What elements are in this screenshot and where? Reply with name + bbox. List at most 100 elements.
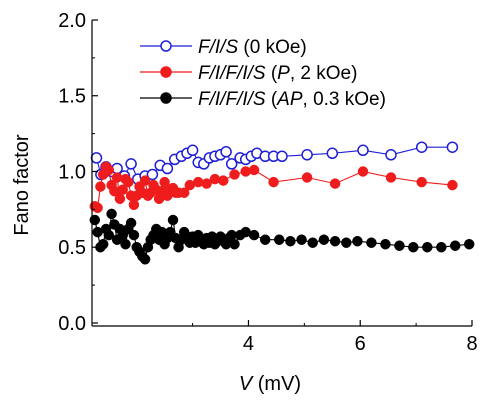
data-point [259, 234, 271, 245]
legend-marker [160, 40, 172, 52]
data-point [449, 240, 461, 251]
data-point [416, 176, 427, 188]
legend-label-config: AP [276, 89, 303, 110]
data-point [218, 175, 229, 186]
data-point [307, 237, 318, 248]
data-point [178, 187, 190, 198]
axis-labels: V (mV) Fano factor [11, 134, 301, 395]
legend-label-field: , 2 kOe) [290, 63, 358, 84]
legend-entry-0: F/I/S (0 kOe) [140, 37, 307, 58]
legend-label-config: P [277, 63, 290, 84]
data-point [220, 146, 232, 158]
data-point [296, 234, 307, 245]
data-point [357, 144, 369, 157]
data-point [97, 238, 109, 250]
y-tick-label: 0.0 [58, 313, 86, 335]
data-point [394, 240, 405, 251]
y-tick-label: 2.0 [58, 10, 86, 32]
data-point [139, 175, 151, 186]
data-point [106, 208, 117, 220]
data-point [92, 202, 103, 214]
data-point [201, 178, 212, 189]
legend-entry-2: F/I/F/I/S (AP, 0.3 kOe) [140, 89, 386, 110]
data-point [329, 178, 341, 189]
data-point [415, 141, 428, 153]
data-point [123, 176, 134, 188]
data-point [268, 176, 279, 188]
data-point [90, 152, 103, 164]
data-point [186, 144, 199, 157]
y-tick-label: 1.0 [58, 161, 86, 183]
data-point [103, 164, 115, 176]
axes: 0.0 0.5 1.0 1.5 2.0 4 6 8 [58, 10, 477, 355]
data-point [128, 199, 140, 211]
legend-label: F/I/S (0 kOe) [198, 37, 307, 58]
data-point [422, 241, 433, 253]
series-2 [89, 208, 475, 265]
data-point [366, 237, 377, 248]
legend-label: F/I/F/I/S (AP, 0.3 kOe) [198, 89, 386, 110]
legend-marker [160, 92, 172, 104]
data-point [225, 158, 238, 170]
data-point [161, 162, 174, 175]
x-axis-label: V (mV) [239, 373, 301, 395]
data-point [276, 150, 288, 163]
x-axis-label-symbol: V [239, 373, 254, 395]
data-point [329, 235, 341, 247]
data-point [285, 235, 296, 247]
data-point [318, 234, 330, 245]
data-point [125, 158, 137, 170]
plot-area [89, 141, 475, 265]
data-point [447, 179, 458, 191]
legend-label-structure: F/I/F/I/S [198, 89, 266, 110]
data-point [125, 217, 137, 229]
legend-label-open: ( [266, 89, 278, 110]
series-1 [89, 161, 458, 214]
x-axis-label-unit: (mV) [252, 373, 301, 395]
data-point [89, 214, 101, 226]
legend-marker [160, 66, 172, 78]
data-point [248, 229, 260, 241]
y-tick-label: 1.5 [58, 86, 86, 108]
data-point [301, 149, 313, 161]
data-point [229, 238, 240, 250]
y-tick-label: 0.5 [58, 237, 86, 259]
data-point [436, 241, 447, 253]
x-tick-label: 8 [466, 333, 477, 355]
data-point [352, 235, 363, 247]
data-point [95, 181, 106, 192]
data-point [380, 238, 391, 250]
data-point [114, 193, 126, 205]
legend: F/I/S (0 kOe)F/I/F/I/S (P, 2 kOe)F/I/F/I… [140, 37, 386, 110]
data-point [273, 234, 285, 245]
data-point [146, 168, 159, 181]
x-tick-label: 6 [355, 333, 366, 355]
data-point [128, 229, 140, 241]
legend-entry-1: F/I/F/I/S (P, 2 kOe) [140, 63, 357, 84]
data-point [301, 172, 313, 183]
data-point [408, 241, 419, 253]
legend-label: F/I/F/I/S (P, 2 kOe) [198, 63, 357, 84]
data-point [120, 238, 131, 250]
data-point [357, 166, 369, 177]
data-point [139, 254, 151, 265]
y-axis-label: Fano factor [11, 134, 33, 236]
data-point [446, 141, 459, 153]
data-point [385, 149, 397, 161]
data-point [463, 238, 475, 250]
data-point [167, 214, 179, 226]
legend-label-field: , 0.3 kOe) [303, 89, 386, 110]
legend-label-structure: F/I/S [198, 37, 238, 58]
data-point [248, 164, 260, 176]
data-point [159, 176, 170, 188]
data-point [229, 169, 240, 180]
data-point [117, 184, 128, 195]
data-point [326, 147, 339, 160]
data-point [341, 237, 352, 248]
data-point [385, 172, 397, 183]
legend-label-field: (0 kOe) [238, 37, 307, 58]
data-point [103, 229, 115, 241]
legend-label-structure: F/I/F/I/S [198, 63, 266, 84]
x-tick-label: 4 [243, 333, 254, 355]
